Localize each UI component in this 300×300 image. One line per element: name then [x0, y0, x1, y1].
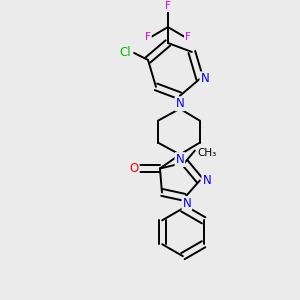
Text: N: N [200, 72, 209, 86]
Text: F: F [185, 32, 191, 42]
Text: N: N [202, 174, 211, 187]
Text: N: N [176, 153, 184, 166]
Text: N: N [182, 197, 191, 210]
Text: Cl: Cl [119, 46, 131, 59]
Text: N: N [176, 97, 184, 110]
Text: CH₃: CH₃ [198, 148, 217, 158]
Text: F: F [165, 1, 171, 11]
Text: F: F [145, 32, 151, 42]
Text: O: O [129, 162, 139, 175]
